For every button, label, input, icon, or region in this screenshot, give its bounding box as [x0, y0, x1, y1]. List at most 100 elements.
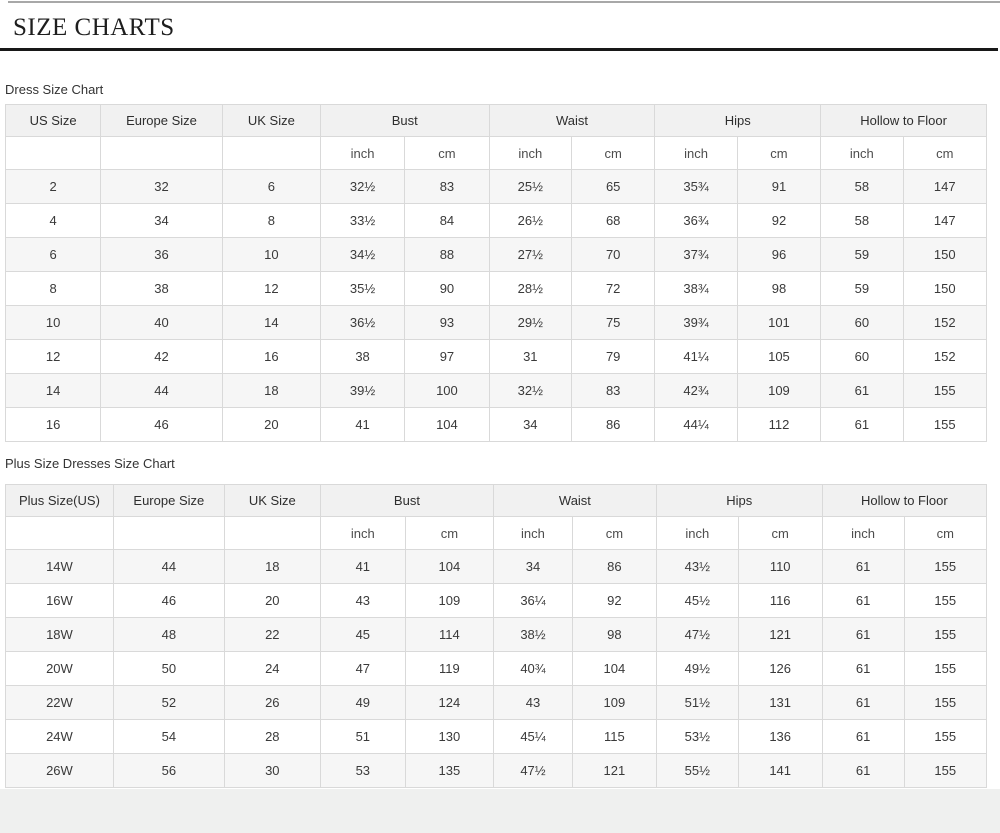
size-cell: 112 — [736, 407, 822, 442]
size-cell: 28 — [223, 719, 321, 754]
size-cell: 75 — [570, 305, 656, 340]
size-table: Plus Size(US) Europe Size UK Size Bust Waist… — [5, 484, 988, 788]
table-row: 14 44 18 39½ 100 32½ 83 42¾ 109 61 155 — [4, 373, 988, 408]
size-cell: 150 — [902, 237, 988, 272]
size-cell: 46 — [112, 583, 225, 618]
size-cell: 155 — [903, 685, 988, 720]
size-cell: 55½ — [655, 753, 739, 788]
size-cell: 61 — [821, 583, 905, 618]
size-cell: 109 — [736, 373, 822, 408]
size-cell: 27½ — [488, 237, 573, 272]
size-cell: 110 — [737, 549, 823, 584]
size-cell: 155 — [902, 373, 988, 408]
size-cell: 6 — [221, 169, 321, 204]
size-cell: 61 — [820, 407, 904, 442]
size-cell: 44¼ — [654, 407, 738, 442]
size-cell: 60 — [820, 339, 904, 374]
size-cell: 93 — [404, 305, 490, 340]
footer-background — [0, 789, 1000, 833]
size-cell: 49½ — [655, 651, 739, 686]
size-cell: 6 — [4, 237, 102, 272]
column-group-header: UK Size — [223, 484, 321, 517]
size-cell: 45¼ — [493, 719, 573, 754]
column-group-header: Bust — [319, 484, 495, 517]
size-cell: 131 — [737, 685, 823, 720]
unit-header — [100, 136, 223, 170]
size-cell: 61 — [821, 617, 905, 652]
size-cell: 16W — [5, 583, 114, 618]
unit-header: inch — [655, 516, 739, 550]
size-cell: 155 — [903, 651, 988, 686]
size-cell: 36 — [100, 237, 223, 272]
size-cell: 116 — [737, 583, 823, 618]
size-cell: 101 — [736, 305, 822, 340]
size-cell: 72 — [570, 271, 656, 306]
size-cell: 79 — [570, 339, 656, 374]
size-cell: 150 — [902, 271, 988, 306]
size-cell: 45 — [319, 617, 406, 652]
size-cell: 40 — [100, 305, 223, 340]
unit-header: inch — [319, 516, 406, 550]
unit-header — [112, 516, 225, 550]
size-cell: 147 — [902, 169, 988, 204]
size-cell: 14 — [4, 373, 102, 408]
column-group-row: US Size Europe Size UK Size Bust Waist Hips Ho… — [4, 104, 987, 137]
size-cell: 46 — [100, 407, 223, 442]
unit-header: inch — [820, 136, 904, 170]
size-cell: 12 — [221, 271, 321, 306]
size-cell: 84 — [404, 203, 490, 238]
size-cell: 135 — [404, 753, 495, 788]
size-cell: 54 — [112, 719, 225, 754]
size-cell: 104 — [404, 549, 495, 584]
size-cell: 83 — [404, 169, 490, 204]
size-cell: 45½ — [655, 583, 739, 618]
table-row: 14W 44 18 41 104 34 86 43½ 110 61 155 — [5, 549, 988, 584]
size-cell: 126 — [737, 651, 823, 686]
column-group-header: Hips — [654, 104, 822, 137]
size-cell: 38 — [319, 339, 406, 374]
size-cell: 47 — [319, 651, 406, 686]
unit-header: inch — [654, 136, 738, 170]
size-cell: 43 — [493, 685, 573, 720]
unit-header — [223, 516, 321, 550]
size-cell: 52 — [112, 685, 225, 720]
size-cell: 25½ — [488, 169, 573, 204]
size-cell: 136 — [737, 719, 823, 754]
size-table: US Size Europe Size UK Size Bust Waist Hips Ho… — [4, 104, 988, 442]
size-cell: 38½ — [493, 617, 573, 652]
size-cell: 90 — [404, 271, 490, 306]
size-cell: 2 — [4, 169, 102, 204]
table-row: 2 32 6 32½ 83 25½ 65 35¾ 91 58 147 — [4, 169, 988, 204]
dress-size-chart-caption: Dress Size Chart — [5, 82, 104, 97]
size-cell: 43½ — [655, 549, 739, 584]
column-group-header: UK Size — [221, 104, 321, 137]
size-cell: 58 — [820, 203, 904, 238]
top-divider — [8, 1, 1000, 3]
column-group-header: Europe Size — [112, 484, 225, 517]
unit-row: inch cm inch cm inch cm inch cm — [4, 136, 988, 170]
unit-header: inch — [493, 516, 573, 550]
column-group-header: Waist — [493, 484, 657, 517]
size-cell: 97 — [404, 339, 490, 374]
size-cell: 41 — [319, 549, 406, 584]
unit-header: cm — [902, 136, 988, 170]
size-cell: 47½ — [493, 753, 573, 788]
size-cell: 98 — [571, 617, 657, 652]
unit-header: cm — [404, 136, 490, 170]
size-cell: 35½ — [319, 271, 406, 306]
unit-header: inch — [488, 136, 573, 170]
size-cell: 115 — [571, 719, 657, 754]
size-cell: 105 — [736, 339, 822, 374]
size-cell: 61 — [820, 373, 904, 408]
size-cell: 152 — [902, 305, 988, 340]
size-cell: 114 — [404, 617, 495, 652]
unit-header — [4, 136, 102, 170]
size-cell: 121 — [571, 753, 657, 788]
size-cell: 20 — [221, 407, 321, 442]
size-cell: 42¾ — [654, 373, 738, 408]
size-cell: 29½ — [488, 305, 573, 340]
size-cell: 18 — [223, 549, 321, 584]
size-cell: 32½ — [319, 169, 406, 204]
size-cell: 36¾ — [654, 203, 738, 238]
size-cell: 98 — [736, 271, 822, 306]
